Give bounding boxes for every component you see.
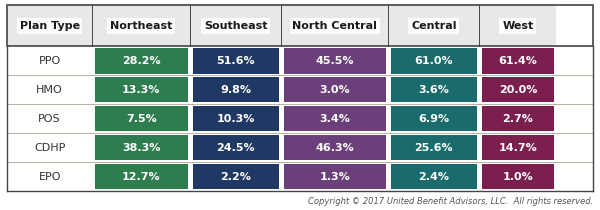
Text: 1.3%: 1.3% (319, 172, 350, 182)
Text: Southeast: Southeast (204, 21, 268, 31)
Text: 28.2%: 28.2% (122, 56, 161, 66)
Bar (193, 106, 279, 131)
Text: 14.7%: 14.7% (499, 143, 537, 153)
Bar (284, 106, 386, 131)
Text: 2.7%: 2.7% (502, 114, 533, 124)
Text: 61.4%: 61.4% (499, 56, 537, 66)
Text: 6.9%: 6.9% (418, 114, 449, 124)
Bar (95, 77, 188, 102)
Bar (95, 106, 188, 131)
Bar (193, 48, 279, 74)
Bar (284, 135, 386, 160)
Text: 7.5%: 7.5% (126, 114, 157, 124)
Text: Northeast: Northeast (110, 21, 172, 31)
Text: 2.2%: 2.2% (220, 172, 251, 182)
Text: 61.0%: 61.0% (415, 56, 453, 66)
Bar (482, 106, 554, 131)
Bar (193, 135, 279, 160)
Bar (391, 77, 477, 102)
Text: POS: POS (38, 114, 61, 124)
Text: 12.7%: 12.7% (122, 172, 161, 182)
Text: 10.3%: 10.3% (217, 114, 255, 124)
Text: 20.0%: 20.0% (499, 85, 537, 95)
Bar (388, 5, 479, 46)
Bar (284, 48, 386, 74)
Text: 9.8%: 9.8% (220, 85, 251, 95)
Bar (391, 135, 477, 160)
Bar (190, 5, 281, 46)
Text: EPO: EPO (38, 172, 61, 182)
Text: 1.0%: 1.0% (502, 172, 533, 182)
Text: Central: Central (411, 21, 457, 31)
Bar (92, 5, 190, 46)
Bar (95, 164, 188, 189)
Text: 46.3%: 46.3% (316, 143, 354, 153)
Text: 24.5%: 24.5% (217, 143, 255, 153)
Bar (482, 48, 554, 74)
Bar (391, 106, 477, 131)
Bar (391, 164, 477, 189)
Text: West: West (502, 21, 533, 31)
Bar (7, 133, 593, 162)
Bar (284, 77, 386, 102)
Bar (7, 75, 593, 104)
Bar (479, 5, 556, 46)
Bar (391, 48, 477, 74)
Bar (482, 164, 554, 189)
Text: Plan Type: Plan Type (20, 21, 80, 31)
Text: 25.6%: 25.6% (415, 143, 453, 153)
Text: PPO: PPO (38, 56, 61, 66)
Text: 3.6%: 3.6% (418, 85, 449, 95)
Bar (482, 135, 554, 160)
Bar (281, 5, 388, 46)
Bar (7, 5, 92, 46)
Text: 51.6%: 51.6% (217, 56, 255, 66)
Text: CDHP: CDHP (34, 143, 65, 153)
Text: 38.3%: 38.3% (122, 143, 160, 153)
Text: 45.5%: 45.5% (316, 56, 354, 66)
Bar (482, 77, 554, 102)
Bar (7, 162, 593, 191)
Text: 2.4%: 2.4% (418, 172, 449, 182)
Text: HMO: HMO (36, 85, 63, 95)
Bar (193, 77, 279, 102)
Text: 3.4%: 3.4% (319, 114, 350, 124)
Bar (284, 164, 386, 189)
Bar (193, 164, 279, 189)
Text: 3.0%: 3.0% (320, 85, 350, 95)
Text: 13.3%: 13.3% (122, 85, 160, 95)
Bar (95, 48, 188, 74)
Text: North Central: North Central (292, 21, 377, 31)
Bar (7, 5, 593, 46)
Bar (7, 46, 593, 75)
Bar (7, 104, 593, 133)
Text: Copyright © 2017 United Benefit Advisors, LLC.  All rights reserved.: Copyright © 2017 United Benefit Advisors… (308, 197, 593, 206)
Bar (95, 135, 188, 160)
